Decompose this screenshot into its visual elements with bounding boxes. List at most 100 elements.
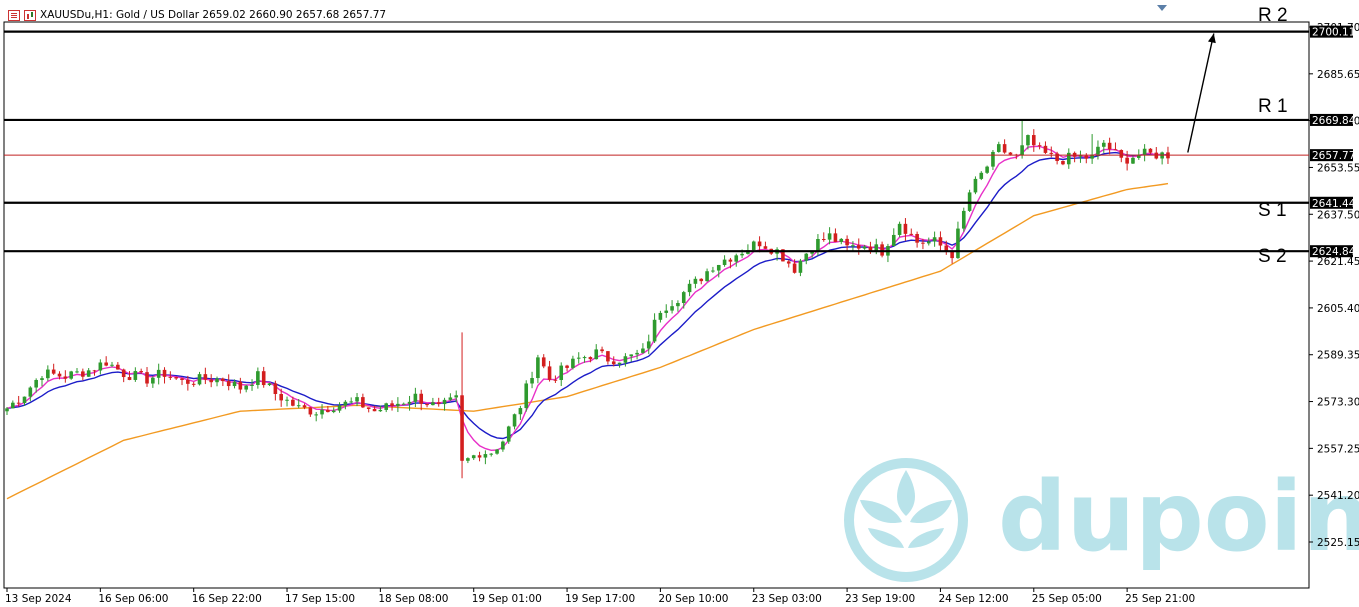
candle-down — [938, 237, 943, 246]
candle-up — [232, 381, 237, 387]
candle-up — [506, 426, 511, 442]
candle-down — [180, 378, 184, 380]
candle-down — [763, 246, 768, 249]
ma-slow-line — [6, 182, 1169, 500]
candle-down — [792, 263, 797, 273]
candle-down — [1031, 135, 1036, 146]
candle-up — [734, 255, 739, 262]
bar-chart-icon[interactable] — [24, 9, 36, 21]
candle-down — [168, 376, 173, 378]
candle-up — [413, 393, 418, 402]
candle-up — [839, 238, 844, 242]
candle-down — [541, 357, 546, 367]
candle-up — [932, 237, 937, 242]
candle-up — [11, 402, 15, 409]
candle-down — [308, 407, 313, 415]
candle-up — [343, 401, 348, 406]
current-price-tag — [1310, 149, 1353, 162]
candle-down — [553, 379, 558, 381]
candle-up — [489, 453, 494, 455]
candle-up — [891, 234, 896, 247]
candle-up — [454, 395, 459, 398]
candle-up — [798, 260, 803, 273]
candle-up — [722, 259, 727, 265]
x-tick-label: 24 Sep 12:00 — [938, 593, 1008, 605]
support-resistance-levels[interactable]: 2700.11 2669.84 2641.44 2624.84 2657.77 — [4, 25, 1356, 259]
candle-down — [57, 373, 62, 377]
x-tick-label: 19 Sep 17:00 — [565, 593, 635, 605]
candle-down — [1049, 152, 1054, 154]
moving-averages — [6, 145, 1169, 500]
candle-up — [483, 454, 488, 458]
candle-down — [1008, 152, 1013, 155]
candle-down — [1148, 148, 1153, 153]
y-tick-label: 2525.15 — [1317, 537, 1359, 549]
candle-down — [1107, 142, 1112, 150]
candle-down — [261, 371, 266, 386]
candle-down — [372, 408, 377, 412]
candle-down — [880, 244, 884, 256]
candle-down — [425, 403, 429, 406]
candle-up — [926, 241, 931, 244]
candle-up — [512, 414, 517, 427]
candle-up — [559, 365, 564, 380]
candle-up — [495, 449, 499, 454]
candle-down — [1061, 161, 1065, 165]
candle-down — [903, 223, 908, 234]
candle-up — [711, 270, 715, 272]
candle-up — [1101, 142, 1106, 147]
candle-up — [862, 246, 867, 249]
candle-up — [267, 383, 272, 386]
candle-up — [5, 408, 9, 412]
chart-shift-marker-icon[interactable] — [1157, 5, 1167, 11]
dupoin-watermark: dupoin — [844, 458, 1359, 582]
menu-icon[interactable] — [8, 9, 20, 21]
candle-up — [664, 310, 669, 313]
candle-down — [950, 250, 954, 259]
candle-up — [197, 374, 202, 385]
candle-down — [856, 245, 861, 249]
candle-up — [337, 405, 342, 411]
candle-up — [652, 319, 657, 342]
ma-fast-line — [6, 145, 1169, 452]
projection-arrow-line — [1187, 33, 1215, 153]
candle-down — [302, 405, 307, 408]
candle-down — [127, 377, 132, 380]
level-price-tag — [1310, 245, 1353, 258]
candle-up — [973, 178, 978, 193]
candle-up — [1078, 155, 1083, 157]
candle-up — [98, 362, 103, 371]
candle-down — [699, 278, 704, 282]
candle-up — [1020, 145, 1024, 156]
candle-up — [215, 378, 219, 383]
candle-up — [34, 379, 38, 388]
candle-up — [576, 357, 581, 359]
candle-up — [244, 385, 248, 390]
candle-up — [250, 384, 254, 386]
projection-arrow-head — [1207, 33, 1216, 44]
candle-up — [1090, 154, 1094, 159]
candle-up — [285, 399, 289, 401]
candle-down — [588, 357, 593, 360]
candle-up — [740, 253, 744, 256]
candle-down — [833, 233, 838, 242]
candle-down — [600, 349, 604, 352]
candle-down — [326, 409, 330, 413]
x-tick-label: 19 Sep 01:00 — [472, 593, 542, 605]
candle-down — [547, 366, 552, 380]
candle-down — [845, 238, 849, 246]
level-price-label: 2624.84 — [1312, 246, 1356, 258]
candle-up — [1142, 148, 1147, 155]
candle-up — [635, 352, 639, 355]
current-price-label: 2657.77 — [1312, 150, 1355, 162]
candle-down — [1084, 155, 1089, 159]
candle-up — [676, 302, 680, 307]
candle-down — [361, 397, 365, 408]
candle-down — [1037, 145, 1042, 147]
candle-down — [477, 455, 482, 458]
candle-up — [448, 397, 453, 400]
candle-down — [921, 242, 925, 244]
candle-down — [781, 249, 785, 262]
candle-up — [1066, 152, 1071, 165]
